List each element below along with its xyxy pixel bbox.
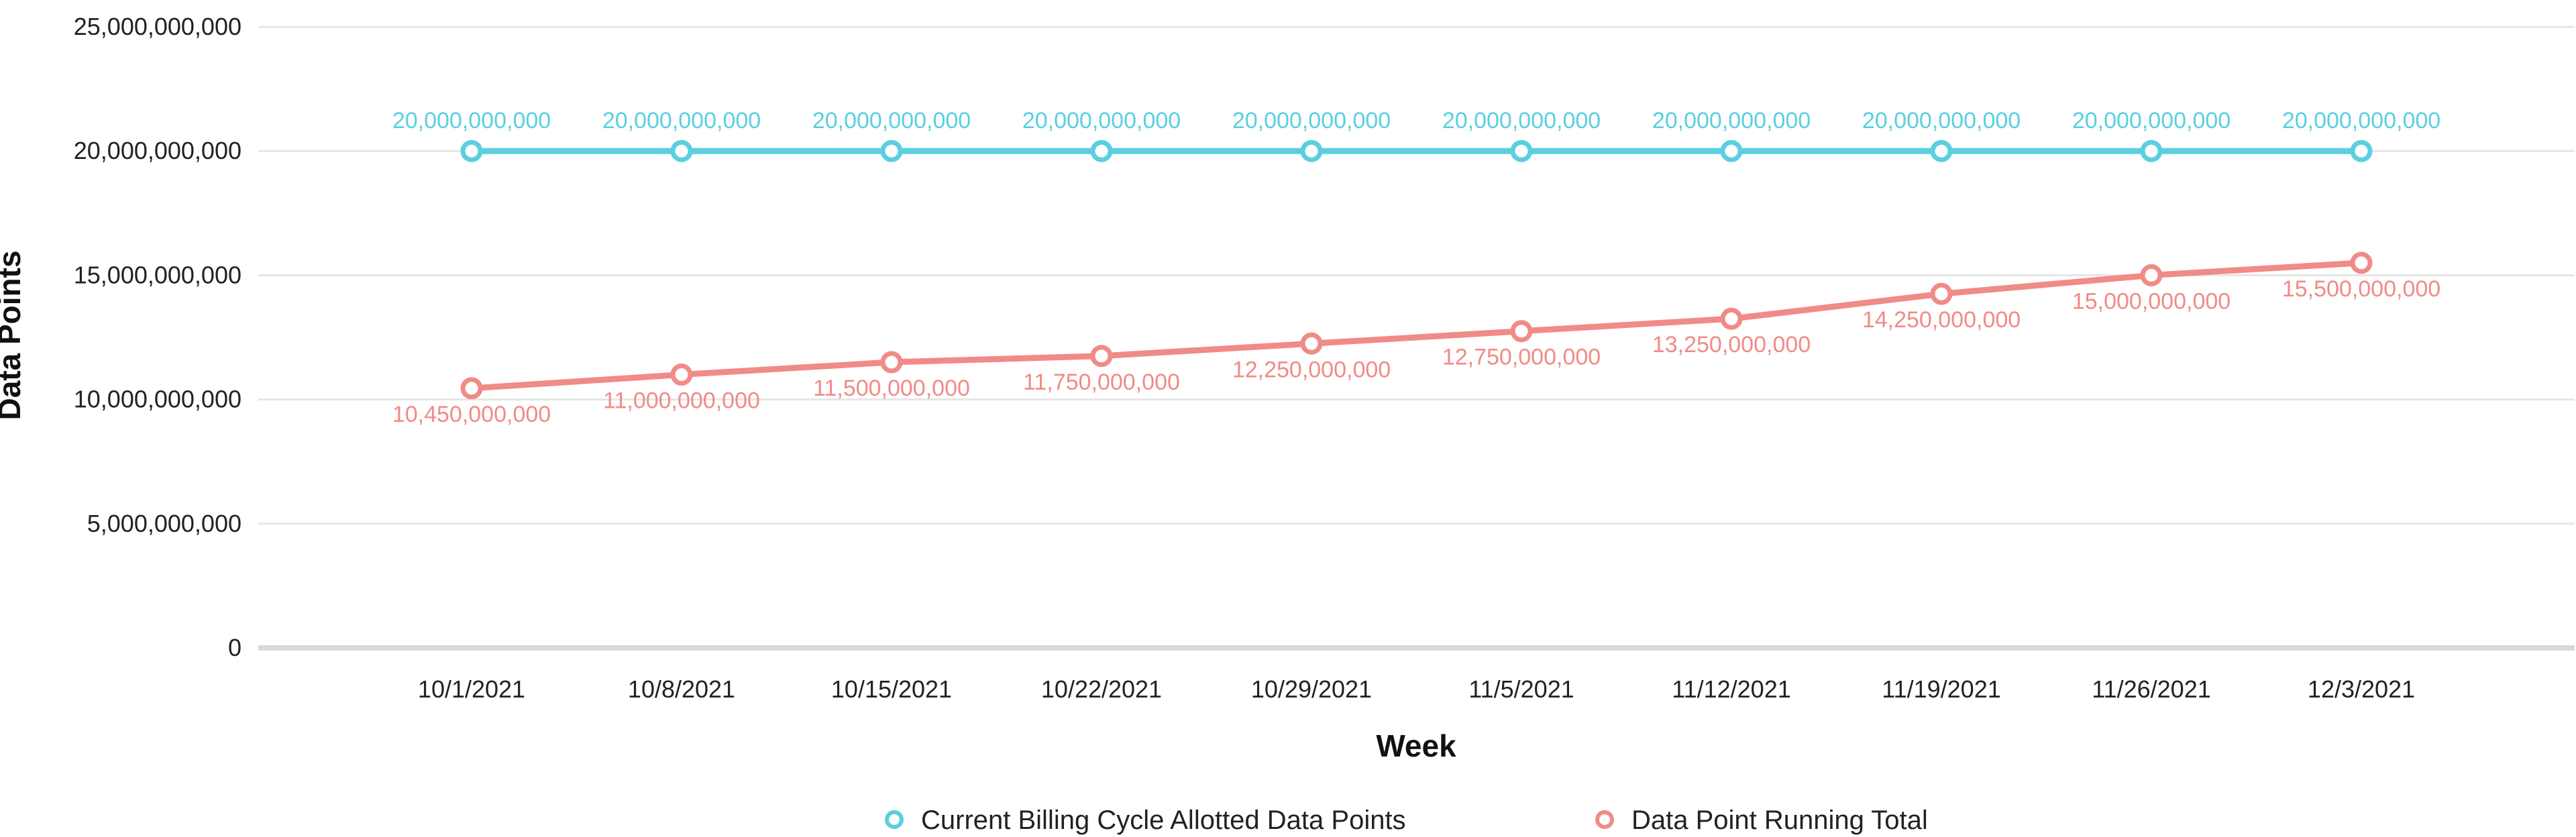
data-point[interactable] [670,364,693,386]
data-point[interactable] [1720,140,1743,162]
x-axis-title: Week [1376,728,1456,763]
x-tick-label: 10/22/2021 [1041,675,1162,703]
data-label: 11,750,000,000 [1023,370,1180,395]
legend[interactable]: Current Billing Cycle Allotted Data Poin… [885,805,1928,835]
x-tick-label: 11/5/2021 [1468,675,1574,703]
data-point[interactable] [1300,140,1323,162]
data-point[interactable] [2140,140,2163,162]
data-label: 20,000,000,000 [812,108,971,133]
data-point[interactable] [2350,252,2373,274]
data-label: 20,000,000,000 [392,108,551,133]
legend-marker-icon [1595,810,1614,829]
y-tick-label: 15,000,000,000 [74,261,241,288]
data-label: 20,000,000,000 [2072,108,2231,133]
data-label: 15,000,000,000 [2072,288,2231,314]
series-line [468,260,2365,392]
data-point[interactable] [1930,140,1953,162]
data-point[interactable] [460,377,483,400]
data-label: 20,000,000,000 [1022,108,1181,133]
x-tick-label: 11/19/2021 [1882,675,2001,703]
data-label: 12,750,000,000 [1442,345,1601,370]
data-point[interactable] [460,140,483,162]
legend-item-2[interactable]: Data Point Running Total [1595,805,1928,835]
data-point[interactable] [2350,140,2373,162]
data-label: 11,000,000,000 [603,388,760,414]
data-point[interactable] [670,140,693,162]
legend-marker-icon [885,810,904,829]
y-axis-title: Data Points [0,250,27,420]
y-tick-label: 5,000,000,000 [87,510,241,537]
x-tick-label: 10/29/2021 [1251,675,1372,703]
data-point[interactable] [880,351,903,374]
x-tick-label: 10/15/2021 [831,675,952,703]
data-label: 12,250,000,000 [1232,357,1391,382]
y-tick-label: 10,000,000,000 [74,386,241,413]
legend-label: Data Point Running Total [1631,805,1928,835]
y-axis: 0 5,000,000,000 10,000,000,000 15,000,000,0… [74,13,241,661]
x-tick-label: 11/26/2021 [2092,675,2211,703]
x-tick-label: 11/12/2021 [1672,675,1791,703]
data-label: 13,250,000,000 [1652,332,1811,357]
y-tick-label: 0 [228,634,241,661]
x-tick-label: 12/3/2021 [2308,675,2415,703]
legend-label: Current Billing Cycle Allotted Data Poin… [921,805,1406,835]
data-point[interactable] [1090,140,1113,162]
series-2: 10,450,000,000 11,000,000,000 11,500,000,0… [392,252,2440,427]
data-label: 20,000,000,000 [602,108,761,133]
x-tick-label: 10/1/2021 [418,675,525,703]
data-label: 20,000,000,000 [1652,108,1811,133]
data-label: 20,000,000,000 [1232,108,1391,133]
data-label: 10,450,000,000 [392,402,551,427]
data-point[interactable] [880,140,903,162]
data-point[interactable] [1720,307,1743,330]
data-point[interactable] [1510,140,1533,162]
data-label: 14,250,000,000 [1862,307,2021,333]
x-axis: 10/1/2021 10/8/2021 10/15/2021 10/22/2021 10… [418,675,2415,703]
series-1: 20,000,000,000 20,000,000,000 20,000,000,0… [392,108,2440,162]
legend-item-1[interactable]: Current Billing Cycle Allotted Data Poin… [885,805,1406,835]
data-label: 20,000,000,000 [1862,108,2021,133]
x-tick-label: 10/8/2021 [628,675,735,703]
series-layer: 20,000,000,000 20,000,000,000 20,000,000,0… [392,108,2440,427]
data-label: 11,500,000,000 [813,376,970,401]
data-point[interactable] [1510,320,1533,343]
data-point[interactable] [1930,282,1953,305]
data-point[interactable] [1300,332,1323,355]
data-point[interactable] [1090,345,1113,368]
y-tick-label: 25,000,000,000 [74,13,241,40]
data-label: 20,000,000,000 [1442,108,1601,133]
data-label: 20,000,000,000 [2282,108,2440,133]
data-label: 15,500,000,000 [2282,276,2440,302]
data-point[interactable] [2140,264,2163,286]
y-tick-label: 20,000,000,000 [74,137,241,164]
